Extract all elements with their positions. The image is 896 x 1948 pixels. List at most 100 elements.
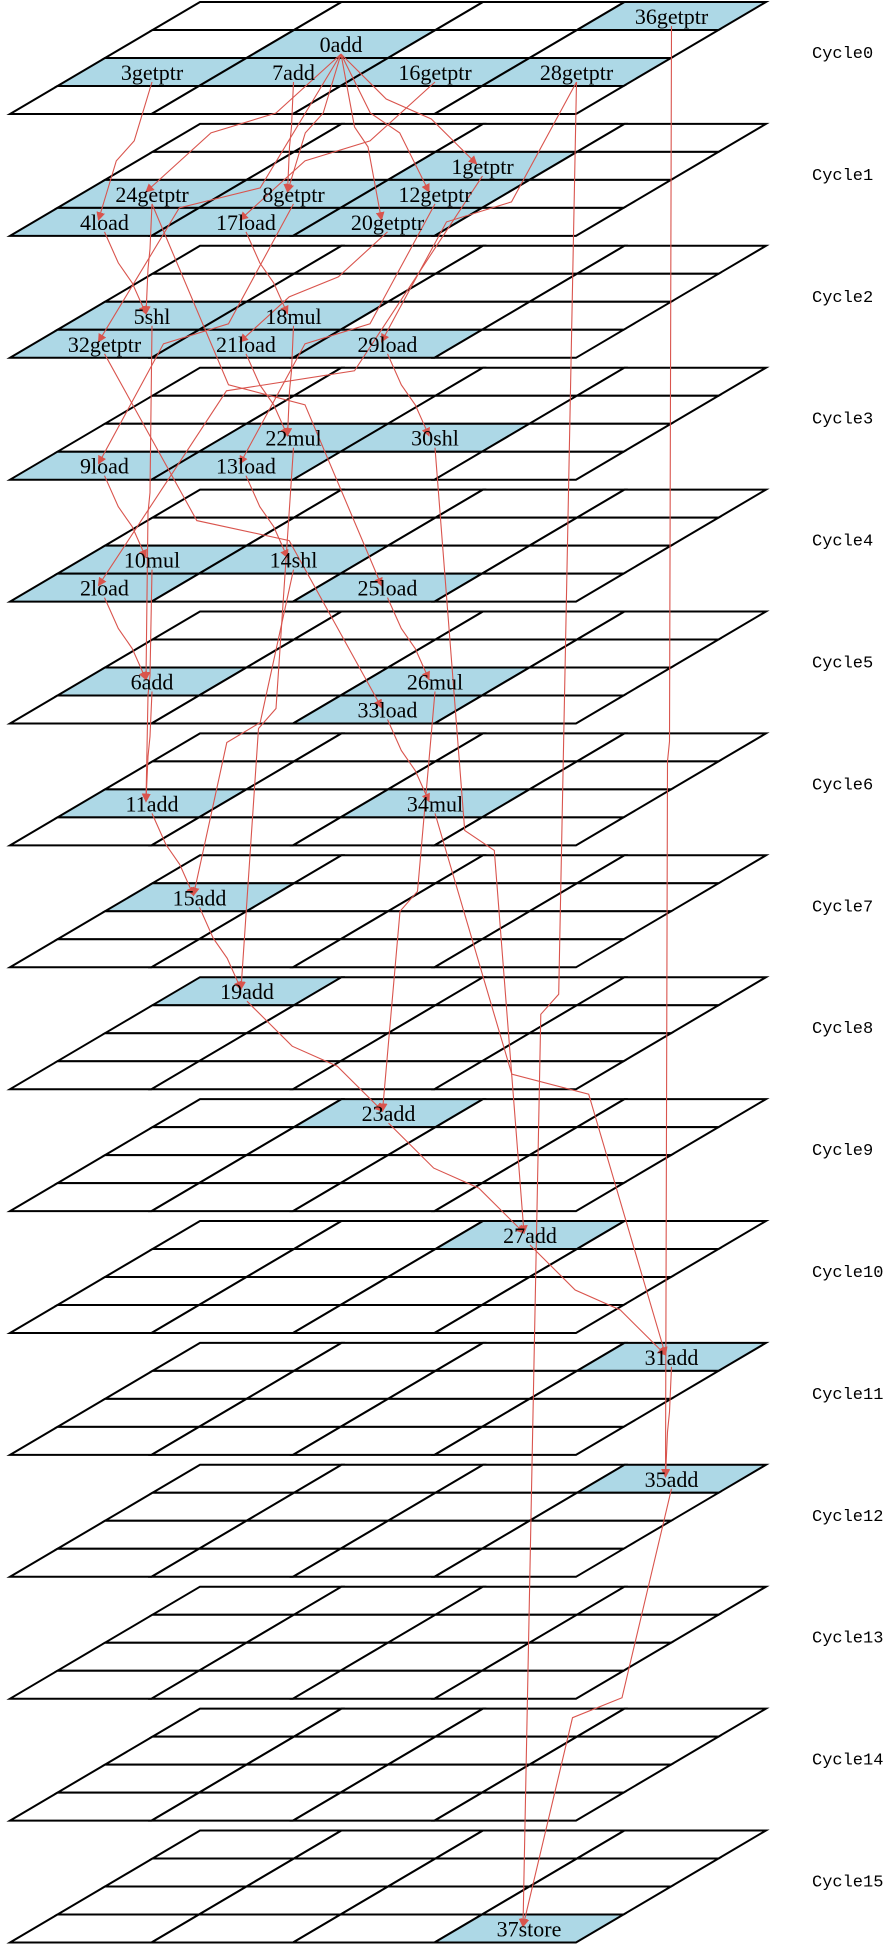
operation-label: 29load bbox=[358, 332, 418, 357]
grid-cell bbox=[430, 938, 628, 969]
grid-cell bbox=[430, 206, 628, 237]
dependency-edge bbox=[340, 53, 385, 221]
operation-label: 33load bbox=[358, 698, 418, 723]
operation-label: 17load bbox=[216, 210, 276, 235]
cycle-layer-6 bbox=[6, 732, 770, 847]
dependency-edge bbox=[103, 231, 147, 315]
cycle-label: Cycle13 bbox=[812, 1630, 883, 1649]
dependency-edge bbox=[103, 597, 147, 681]
occupied-cell bbox=[430, 1913, 628, 1944]
operation-label: 24getptr bbox=[115, 182, 189, 207]
dependency-edge bbox=[518, 81, 578, 1928]
dependency-edge bbox=[388, 1122, 525, 1234]
operation-label: 10mul bbox=[124, 548, 180, 573]
operation-label: 9load bbox=[80, 454, 129, 479]
operation-label: 8getptr bbox=[262, 182, 325, 207]
dependency-edge bbox=[340, 53, 478, 165]
cycle-layer-13 bbox=[6, 1585, 770, 1700]
dependency-edge bbox=[237, 447, 295, 991]
dependency-edge bbox=[386, 353, 430, 437]
operation-label: 16getptr bbox=[398, 60, 472, 85]
operation-label: 18mul bbox=[265, 304, 321, 329]
grid-cell bbox=[430, 694, 628, 725]
dependency-edge bbox=[245, 231, 289, 315]
grid-cell bbox=[430, 450, 628, 481]
operation-label: 3getptr bbox=[121, 60, 184, 85]
cycle-label: Cycle10 bbox=[812, 1264, 883, 1283]
operation-label: 15add bbox=[173, 885, 227, 910]
cycle-label: Cycle8 bbox=[812, 1020, 873, 1039]
grid-cell bbox=[430, 816, 628, 847]
cycle-label: Cycle14 bbox=[812, 1752, 883, 1771]
cycle-label: Cycle7 bbox=[812, 898, 873, 917]
dependency-edge bbox=[151, 813, 195, 897]
operation-label: 13load bbox=[216, 454, 276, 479]
operation-label: 7add bbox=[272, 60, 315, 85]
cycle-layer-0 bbox=[6, 0, 770, 115]
cycle-label: Cycle4 bbox=[812, 533, 873, 552]
dependency-edge bbox=[246, 1000, 384, 1112]
operation-label: 21load bbox=[216, 332, 276, 357]
cycle-layers bbox=[6, 0, 770, 1944]
dependency-edge bbox=[151, 203, 383, 587]
dependency-edge bbox=[141, 325, 153, 681]
cycle-layer-15 bbox=[6, 1829, 770, 1944]
grid-cell bbox=[430, 1425, 628, 1456]
dependency-edge bbox=[386, 597, 430, 681]
grid-cell bbox=[430, 1060, 628, 1091]
dependency-edge bbox=[141, 691, 153, 803]
operation-label: 19add bbox=[220, 979, 274, 1004]
cycle-label: Cycle1 bbox=[812, 167, 873, 186]
cycle-layer-10 bbox=[6, 1220, 770, 1334]
dependency-edge bbox=[141, 569, 153, 803]
operation-label: 0add bbox=[320, 32, 363, 57]
operation-label: 31add bbox=[645, 1345, 699, 1370]
cycle-label: Cycle12 bbox=[812, 1508, 883, 1527]
operation-label: 6add bbox=[131, 670, 174, 695]
dependency-edge bbox=[285, 53, 342, 193]
dependency-edge bbox=[245, 475, 289, 559]
cycle-layer-5 bbox=[6, 610, 770, 725]
dependency-edges bbox=[96, 25, 673, 1928]
cycle-label: Cycle15 bbox=[812, 1874, 883, 1893]
cycle-layer-1 bbox=[6, 122, 770, 237]
dependency-edge bbox=[190, 569, 295, 897]
operation-label: 34mul bbox=[407, 791, 463, 816]
operation-label: 35add bbox=[645, 1467, 699, 1492]
dependency-edge bbox=[198, 907, 242, 991]
cycle-layer-4 bbox=[6, 488, 770, 603]
operation-label: 30shl bbox=[411, 426, 459, 451]
cycle-label: Cycle0 bbox=[812, 45, 873, 64]
grid-cell bbox=[430, 572, 628, 603]
dependency-edge bbox=[145, 53, 342, 193]
operation-label: 25load bbox=[358, 576, 418, 601]
dependency-edge bbox=[239, 81, 436, 221]
operation-label: 20getptr bbox=[351, 210, 425, 235]
operation-label: 37store bbox=[497, 1917, 562, 1942]
dependency-edge bbox=[340, 53, 430, 193]
grid-cell bbox=[430, 1669, 628, 1700]
grid-cell bbox=[430, 1547, 628, 1578]
dependency-edge bbox=[97, 53, 342, 343]
operation-label: 2load bbox=[80, 576, 129, 601]
dependency-edge bbox=[104, 353, 383, 709]
operation-label: 11add bbox=[126, 791, 179, 816]
grid-cell bbox=[430, 328, 628, 359]
cycle-label: Cycle5 bbox=[812, 655, 873, 674]
operation-label: 26mul bbox=[407, 670, 463, 695]
operation-label: 28getptr bbox=[540, 60, 614, 85]
operation-label: 36getptr bbox=[635, 4, 709, 29]
dependency-edge bbox=[529, 1244, 667, 1356]
cycle-layer-14 bbox=[6, 1707, 770, 1822]
cycle-layer-9 bbox=[6, 1098, 770, 1213]
dependency-edge bbox=[103, 475, 147, 559]
dependency-edge bbox=[661, 25, 673, 1478]
operation-label: 23add bbox=[362, 1101, 416, 1126]
dependency-edge bbox=[378, 691, 436, 1113]
operation-label: 12getptr bbox=[398, 182, 472, 207]
operation-label: 1getptr bbox=[451, 154, 514, 179]
cycle-layer-12 bbox=[6, 1463, 770, 1578]
cycle-label: Cycle2 bbox=[812, 289, 873, 308]
dependency-edge bbox=[386, 719, 430, 803]
